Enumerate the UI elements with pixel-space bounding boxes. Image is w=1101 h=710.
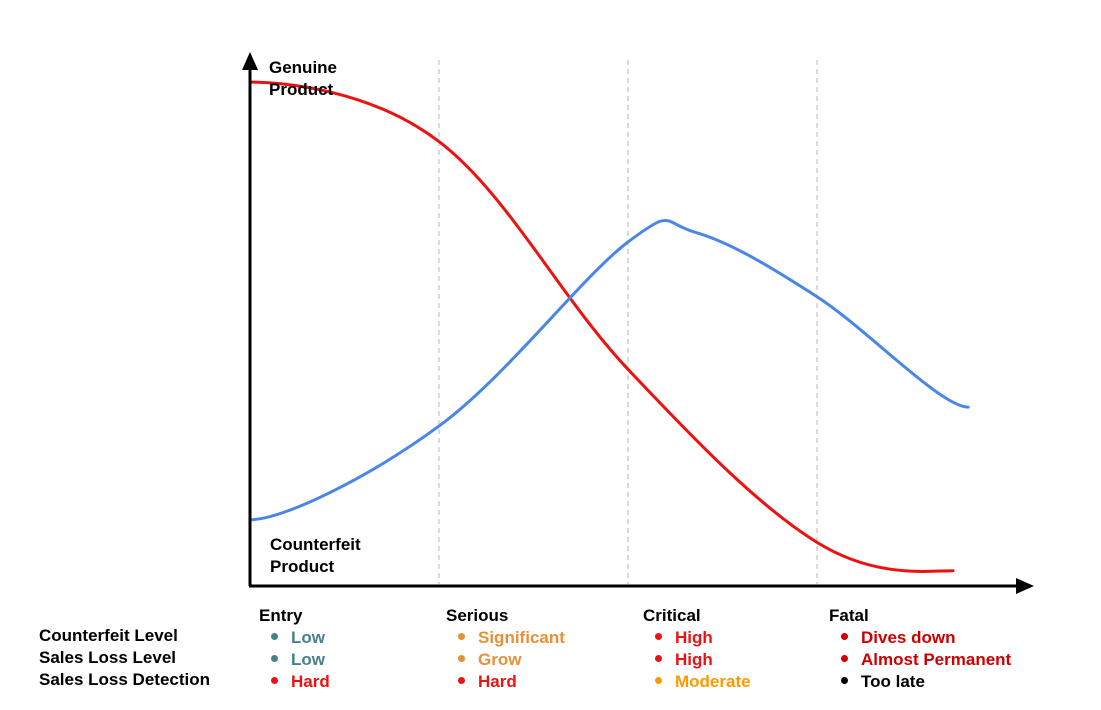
row-label-counterfeit-level: Counterfeit Level [39,626,178,645]
stage-item: Hard [259,671,330,693]
lifecycle-chart: Genuine Product Counterfeit Product [242,52,1034,594]
stage-item: Significant [446,627,565,649]
stage-name: Entry [259,606,303,625]
stage-item-text: Dives down [861,628,956,647]
stage-item-text: Low [291,650,325,669]
stage-item-text: Significant [478,628,565,647]
bullet-icon [655,655,662,663]
row-labels: Counterfeit Level Sales Loss Level Sales… [39,625,210,691]
bullet-icon [458,677,465,685]
stage-gridlines [438,60,818,584]
stage-column-critical: Critical High High Moderate [643,604,751,693]
genuine-product-line [248,80,955,573]
row-label-sales-loss-level: Sales Loss Level [39,648,177,667]
bullet-icon [655,677,662,685]
stage-item-text: Too late [861,672,925,691]
stage-column-serious: Serious Significant Grow Hard [446,604,565,693]
bullet-icon [271,677,278,685]
bullet-icon [655,633,662,641]
stage-item: High [643,649,751,671]
stage-item-text: Moderate [675,672,751,691]
stage-item-text: Almost Permanent [861,650,1012,669]
bullet-icon [458,655,465,663]
bullet-icon [841,633,848,641]
stage-item: Low [259,649,330,671]
stage-name: Fatal [829,606,869,625]
bullet-icon [841,677,848,685]
row-label-sales-loss-detection: Sales Loss Detection [39,670,211,689]
stage-item-text: Grow [478,650,522,669]
stage-item: Grow [446,649,565,671]
stage-item-text: Hard [291,672,330,691]
stage-item: Low [259,627,330,649]
stage-name: Critical [643,606,701,625]
stage-column-fatal: Fatal Dives down Almost Permanent Too late [829,604,1011,693]
bullet-icon [271,655,278,663]
stage-item-text: Low [291,628,325,647]
stage-item: Almost Permanent [829,649,1011,671]
stage-item-text: High [675,628,713,647]
stage-item-text: Hard [478,672,517,691]
bullet-icon [458,633,465,641]
counterfeit-product-label-line1: Counterfeit [270,535,361,554]
x-axis-arrowhead [1016,578,1034,594]
counterfeit-product-label-line2: Product [270,557,335,576]
stage-item-text: High [675,650,713,669]
genuine-product-label-line2: Product [269,80,334,99]
y-axis-arrowhead [242,52,258,70]
stage-item: Dives down [829,627,1011,649]
counterfeit-product-line [248,218,970,522]
chart-series [248,80,970,573]
stage-item: Too late [829,671,1011,693]
stage-item: Hard [446,671,565,693]
stage-column-entry: Entry Low Low Hard [259,604,330,693]
stage-item: Moderate [643,671,751,693]
bullet-icon [841,655,848,663]
bullet-icon [271,633,278,641]
stage-name: Serious [446,606,509,625]
genuine-product-label-line1: Genuine [269,58,337,77]
stage-item: High [643,627,751,649]
